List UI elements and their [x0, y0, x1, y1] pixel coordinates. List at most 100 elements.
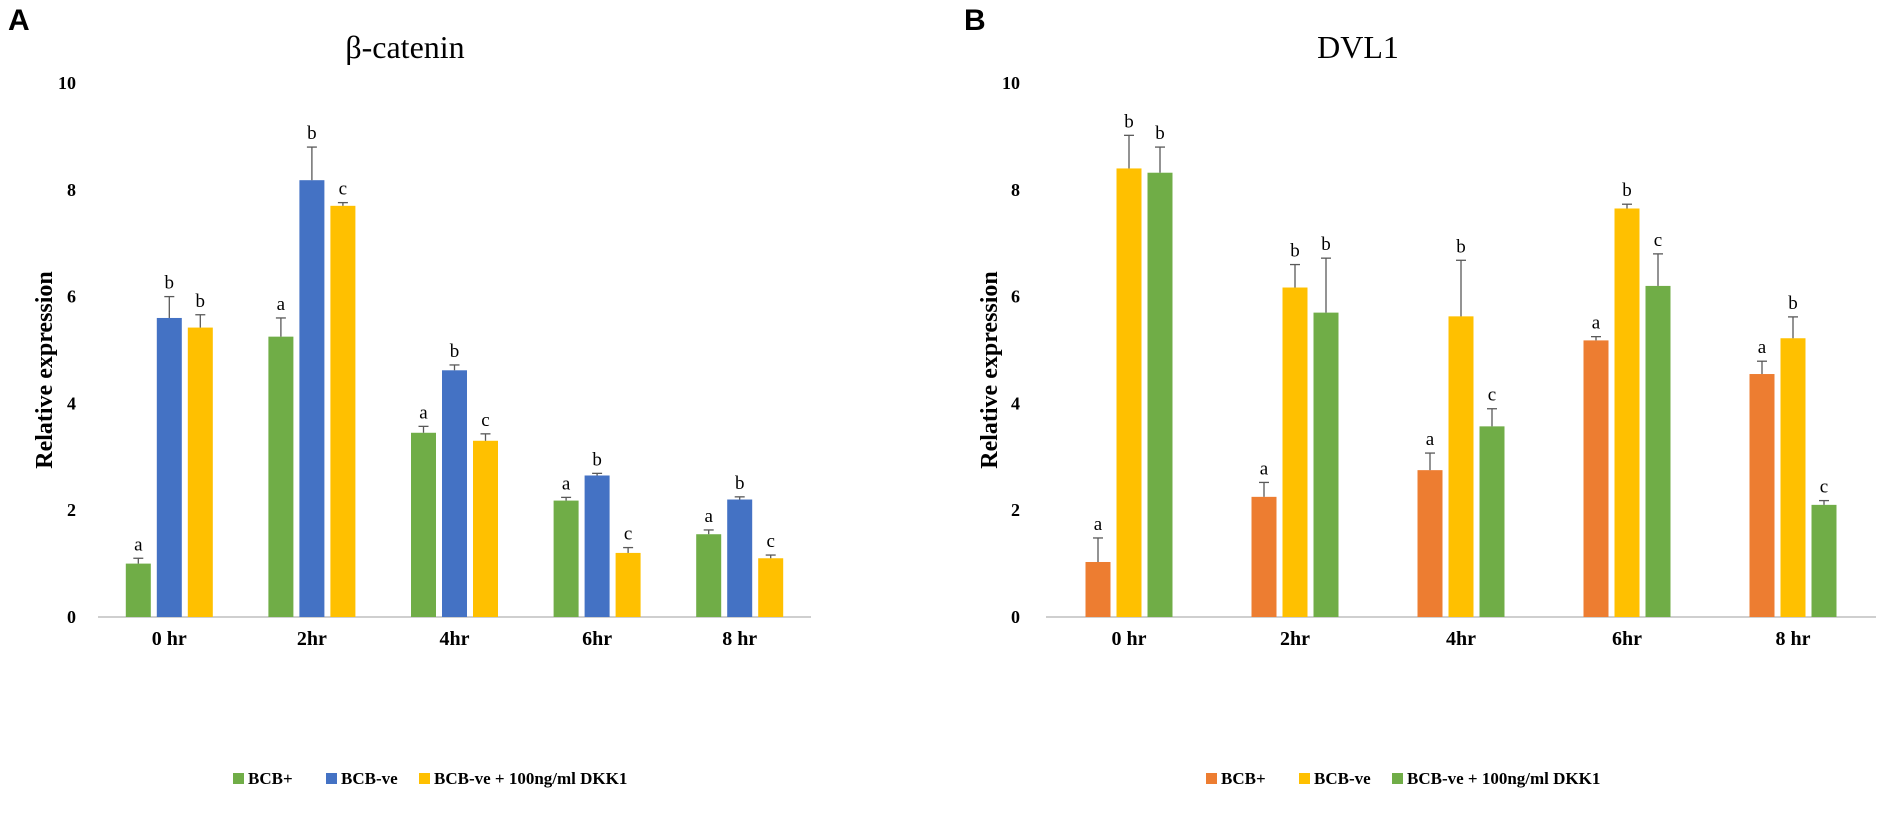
significance-letter: c [339, 179, 347, 200]
bar [1749, 374, 1775, 617]
significance-letter: a [419, 402, 428, 423]
y-axis-label: Relative expression [32, 271, 58, 469]
bar [442, 370, 467, 617]
significance-letter: b [196, 291, 206, 312]
legend-label: BCB+ [248, 769, 293, 788]
x-tick-label: 8 hr [722, 628, 757, 650]
bar [1479, 426, 1505, 617]
significance-letter: c [766, 531, 774, 552]
legend-swatch [1206, 773, 1217, 784]
legend-label: BCB-ve [1314, 769, 1371, 788]
y-tick-label: 0 [67, 607, 76, 627]
significance-letter: a [1426, 429, 1435, 450]
bar [473, 440, 498, 617]
bar [1282, 287, 1308, 617]
legend-label: BCB-ve + 100ng/ml DKK1 [1407, 769, 1600, 788]
bar [584, 475, 610, 617]
legend-label: BCB-ve + 100ng/ml DKK1 [434, 769, 627, 788]
legend-label: BCB+ [1221, 769, 1266, 788]
x-tick-label: 4hr [1446, 628, 1476, 650]
significance-letter: b [307, 123, 317, 144]
bar [1448, 316, 1474, 617]
bar [1313, 312, 1339, 617]
significance-letter: b [735, 473, 745, 494]
legend: BCB+ BCB-ve BCB-ve + 100ng/ml DKK1 [1206, 769, 1600, 788]
bar [1583, 340, 1609, 617]
x-tick-label: 6hr [1612, 628, 1642, 650]
significance-letter: a [1592, 313, 1601, 334]
significance-letter: a [704, 506, 713, 527]
significance-letter: b [1456, 236, 1466, 257]
legend-swatch [233, 773, 244, 784]
legend-label: BCB-ve [341, 769, 398, 788]
significance-letter: b [1788, 293, 1798, 314]
bar [330, 205, 356, 617]
significance-letter: b [165, 273, 175, 294]
y-tick-label: 10 [58, 73, 76, 93]
y-tick-label: 4 [67, 393, 76, 413]
chart-title: DVL1 [1317, 29, 1399, 65]
y-tick-label: 6 [1011, 287, 1020, 307]
significance-letter: a [134, 534, 143, 555]
panel-letter: A [8, 4, 30, 37]
bar [1811, 504, 1837, 617]
legend-swatch [419, 773, 430, 784]
y-tick-label: 6 [67, 287, 76, 307]
significance-letter: c [1488, 385, 1496, 406]
bar [1085, 561, 1111, 617]
bar [1147, 172, 1173, 617]
panel-letter: B [964, 4, 986, 37]
legend-swatch [1299, 773, 1310, 784]
bar [727, 499, 753, 617]
bar [553, 500, 579, 617]
bar [696, 534, 722, 617]
bar [1251, 496, 1277, 617]
bar [758, 558, 784, 617]
significance-letter: c [481, 410, 489, 431]
y-tick-label: 2 [1011, 500, 1020, 520]
significance-letter: c [624, 524, 632, 545]
bar [615, 552, 641, 617]
y-tick-label: 0 [1011, 607, 1020, 627]
significance-letter: a [1758, 337, 1767, 358]
significance-letter: b [1155, 123, 1165, 144]
bar [187, 327, 213, 617]
x-tick-label: 0 hr [1112, 628, 1147, 650]
legend-swatch [1392, 773, 1403, 784]
significance-letter: b [1622, 180, 1632, 201]
y-tick-label: 2 [67, 500, 76, 520]
x-tick-label: 4hr [440, 628, 470, 650]
y-tick-label: 4 [1011, 393, 1020, 413]
significance-letter: b [450, 341, 460, 362]
significance-letter: b [1124, 111, 1134, 132]
x-tick-label: 6hr [582, 628, 612, 650]
significance-letter: a [1260, 458, 1269, 479]
bar [156, 317, 182, 617]
x-tick-label: 8 hr [1776, 628, 1811, 650]
significance-letter: a [1094, 514, 1103, 535]
bar [1614, 208, 1640, 618]
significance-letter: a [562, 473, 571, 494]
bar [1116, 168, 1142, 617]
bar [411, 432, 436, 617]
significance-letter: c [1820, 477, 1828, 498]
significance-letter: c [1654, 230, 1662, 251]
y-tick-label: 8 [1011, 180, 1020, 200]
significance-letter: a [277, 294, 286, 315]
y-axis-label: Relative expression [977, 271, 1003, 469]
chart-panel-a: Aβ-catenin 0 2 4 6 8 10 Relative expression 0 hr… [8, 4, 811, 788]
x-tick-label: 2hr [297, 628, 327, 650]
x-tick-label: 0 hr [152, 628, 187, 650]
bar [1780, 338, 1806, 617]
y-tick-label: 8 [67, 180, 76, 200]
significance-letter: b [592, 449, 602, 470]
bar [1645, 285, 1671, 617]
chart-title: β-catenin [345, 29, 464, 65]
significance-letter: b [1321, 234, 1331, 255]
legend: BCB+ BCB-ve BCB-ve + 100ng/ml DKK1 [233, 769, 627, 788]
legend-swatch [326, 773, 337, 784]
significance-letter: b [1290, 241, 1300, 262]
x-tick-label: 2hr [1280, 628, 1310, 650]
